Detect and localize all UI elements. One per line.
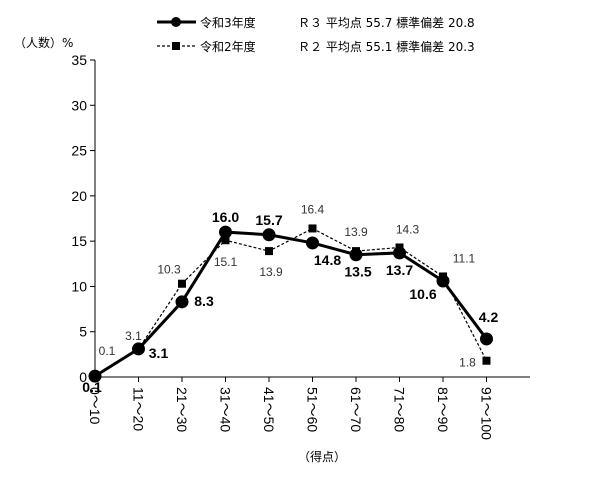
- data-point-r3: [306, 236, 319, 250]
- data-label-r3: 14.8: [314, 252, 341, 268]
- y-tick-label: 10: [71, 278, 87, 294]
- data-point-r3: [436, 274, 450, 288]
- data-point-r3: [480, 332, 493, 346]
- data-label-r2: 13.9: [259, 265, 283, 279]
- y-tick-label: 20: [71, 188, 87, 204]
- data-point-r2: [178, 279, 186, 288]
- legend-marker-r3: [171, 17, 181, 27]
- x-axis-title: （得点）: [298, 449, 346, 464]
- data-label-r3: 13.5: [344, 264, 371, 280]
- data-label-r3: 16.0: [212, 209, 239, 225]
- data-label-r2: 10.3: [157, 263, 181, 277]
- data-label-r2: 13.9: [344, 225, 368, 239]
- y-tick-label: 5: [79, 324, 87, 340]
- data-label-r2: 16.4: [301, 202, 325, 216]
- legend-label-r3: 令和3年度: [200, 16, 256, 30]
- data-point-r3: [132, 342, 145, 356]
- x-tick-label: 61～70: [348, 387, 364, 432]
- data-label-r3: 4.2: [479, 309, 499, 325]
- x-tick-label: 51～60: [305, 387, 321, 432]
- x-tick-label: 21～30: [174, 387, 190, 432]
- data-point-r2: [482, 356, 491, 365]
- data-point-r3: [349, 248, 363, 262]
- data-label-r2: 14.3: [396, 222, 420, 236]
- data-label-r3: 15.7: [255, 212, 282, 228]
- x-tick-label: 31～40: [218, 387, 234, 432]
- data-point-r2: [265, 247, 273, 256]
- x-tick-label: 71～80: [392, 387, 408, 432]
- data-point-r2: [308, 224, 317, 233]
- data-label-r3: 13.7: [386, 262, 413, 278]
- data-label-r2: 15.1: [214, 255, 238, 269]
- data-point-r3: [88, 369, 102, 383]
- data-label-r2: 3.1: [125, 329, 142, 343]
- axes: 0 5 10 15 20 25 30 35 0～10 11～20 21～30 31～40 41～50 51…: [71, 52, 530, 440]
- legend-label-r2: 令和2年度: [200, 40, 256, 54]
- legend-marker-r2: [172, 42, 180, 50]
- legend-stat-r2: Ｒ２ 平均点 55.1 標準偏差 20.3: [298, 40, 475, 54]
- x-tick-label: 81～90: [435, 387, 451, 432]
- data-point-r3: [262, 228, 276, 242]
- x-tick-label: 0～10: [87, 387, 103, 425]
- x-tick-label: 11～20: [131, 387, 147, 431]
- data-label-r3: 8.3: [194, 293, 214, 309]
- data-label-r2: 1.8: [459, 356, 476, 370]
- series-r3-line: [94, 230, 488, 378]
- y-tick-label: 35: [71, 52, 87, 68]
- data-point-r2: [221, 236, 230, 245]
- data-point-r3: [175, 295, 189, 309]
- y-tick-label: 0: [79, 369, 87, 385]
- data-label-r3: 10.6: [409, 286, 436, 302]
- x-tick-label: 41～50: [261, 387, 277, 432]
- legend-stat-r3: Ｒ３ 平均点 55.7 標準偏差 20.8: [298, 16, 475, 30]
- data-label-r2: 11.1: [453, 251, 476, 265]
- y-tick-label: 30: [71, 97, 87, 113]
- data-label-r3: 0.1: [82, 379, 102, 395]
- data-point-r3: [219, 225, 232, 239]
- y-axis-title: （人数）%: [14, 35, 73, 50]
- series-layer: 0.1 3.1 8.3 16.0 15.7 14.813.5 13.7 10.6 4.2 0.1 3…: [82, 202, 498, 395]
- y-tick-label: 15: [71, 233, 87, 249]
- data-point-r3: [393, 246, 406, 260]
- data-label-r2: 0.1: [99, 344, 116, 358]
- data-label-r3: 3.1: [149, 345, 169, 361]
- x-tick-label: 91～100: [479, 387, 495, 440]
- legend-marks: [157, 17, 196, 50]
- y-tick-label: 25: [71, 143, 87, 159]
